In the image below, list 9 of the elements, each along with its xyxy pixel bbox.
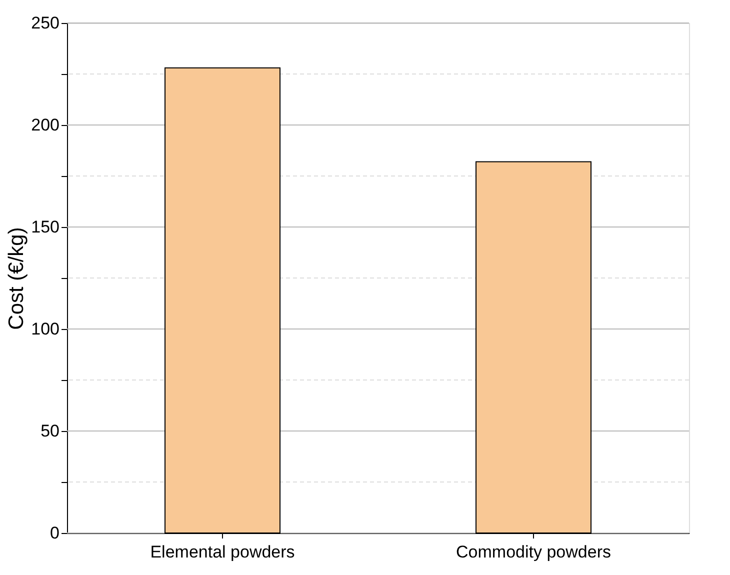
x-tick-label: Elemental powders [150,542,295,562]
y-tick-label: 0 [50,524,60,542]
y-tick-label: 200 [31,116,60,134]
y-tick-label: 150 [31,218,60,236]
y-tick-label: 250 [31,14,60,32]
y-tick-label: 50 [40,422,60,440]
x-tick-label: Commodity powders [456,542,611,562]
y-axis-title: Cost (€/kg) [5,227,28,330]
y-tick-label: 100 [31,320,60,338]
